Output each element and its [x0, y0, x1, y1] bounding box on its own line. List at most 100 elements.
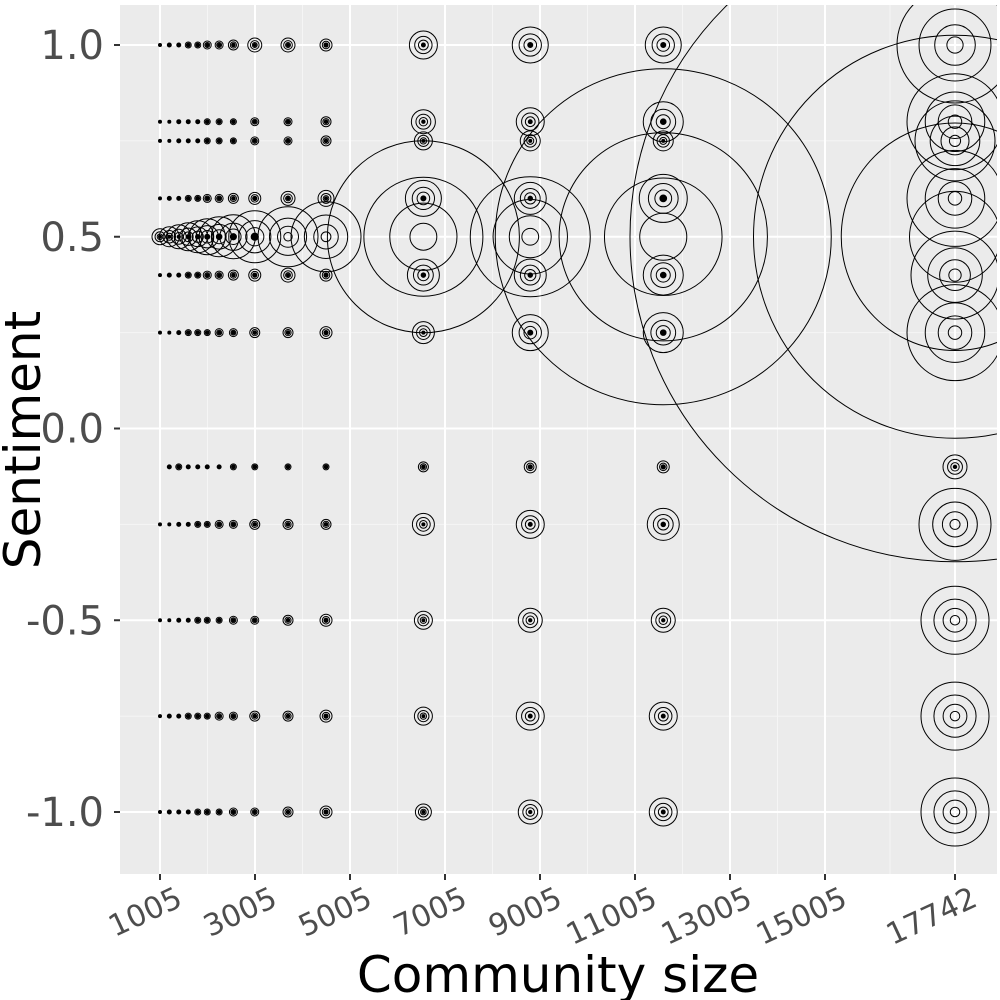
data-point	[277, 225, 300, 248]
data-point	[166, 224, 192, 250]
data-point	[282, 806, 294, 818]
data-point	[283, 193, 293, 204]
data-point	[918, 8, 992, 82]
data-point	[176, 522, 181, 527]
data-point	[654, 706, 673, 726]
data-point	[937, 315, 973, 350]
data-point	[321, 711, 331, 721]
data-point	[252, 43, 257, 47]
data-point	[324, 119, 329, 124]
data-point	[162, 230, 177, 244]
data-point	[202, 270, 212, 280]
data-point	[186, 273, 191, 278]
data-point	[946, 36, 964, 54]
data-point	[252, 119, 257, 124]
data-point	[186, 43, 191, 47]
data-point	[252, 330, 257, 335]
data-point	[195, 810, 200, 814]
data-point	[216, 42, 223, 48]
data-point	[215, 808, 223, 816]
data-point	[215, 233, 223, 241]
data-point	[167, 810, 172, 814]
data-point	[251, 42, 258, 48]
data-point	[250, 807, 260, 817]
data-point	[250, 136, 260, 146]
data-point	[214, 519, 224, 529]
x-tick-label: 5005	[293, 881, 377, 945]
data-point	[186, 330, 191, 335]
data-point	[214, 711, 224, 721]
data-point	[527, 713, 533, 719]
data-point	[285, 42, 291, 48]
data-point	[194, 520, 202, 528]
data-point	[217, 330, 222, 335]
data-point	[283, 136, 293, 146]
data-point	[230, 617, 237, 624]
data-point	[283, 117, 293, 127]
data-point	[648, 797, 678, 827]
data-point	[513, 181, 547, 215]
data-point	[656, 460, 670, 474]
data-point	[937, 104, 973, 139]
data-point	[932, 501, 978, 548]
data-point	[524, 518, 536, 530]
data-point	[416, 517, 431, 532]
data-point	[322, 463, 330, 471]
data-point	[217, 138, 222, 143]
grid	[120, 5, 997, 874]
data-point	[284, 712, 292, 720]
data-point	[195, 43, 200, 47]
data-point	[322, 195, 330, 202]
data-point	[419, 616, 428, 624]
x-tick-label: 7005	[388, 881, 472, 945]
data-point	[942, 454, 968, 480]
data-point	[524, 710, 536, 722]
data-point	[283, 232, 293, 242]
data-point	[753, 34, 997, 439]
x-tick-label: 1005	[103, 881, 187, 945]
data-point	[229, 137, 237, 145]
data-point	[949, 518, 961, 530]
data-point	[215, 118, 223, 126]
data-point	[934, 24, 976, 66]
data-point	[227, 39, 239, 51]
data-point	[319, 326, 333, 340]
data-point	[202, 193, 212, 203]
data-point	[230, 809, 237, 815]
data-point	[920, 681, 990, 751]
data-point	[646, 507, 680, 541]
data-point	[251, 712, 259, 720]
data-point	[421, 522, 426, 527]
data-point	[205, 810, 210, 814]
data-point	[420, 195, 427, 202]
data-point	[205, 618, 210, 623]
data-point	[924, 91, 986, 152]
data-point	[650, 319, 677, 346]
data-point	[175, 463, 183, 471]
data-point	[203, 520, 211, 528]
data-point	[230, 713, 237, 720]
data-point	[250, 270, 259, 280]
data-point	[216, 272, 223, 279]
data-point	[517, 799, 543, 825]
data-point	[184, 712, 192, 720]
data-point	[411, 186, 436, 211]
data-point	[252, 714, 257, 719]
data-point	[319, 38, 333, 52]
data-point	[421, 330, 426, 335]
data-point	[176, 810, 181, 814]
data-point	[406, 258, 440, 292]
data-point	[324, 522, 329, 527]
data-point	[252, 195, 258, 201]
data-point	[229, 463, 237, 471]
data-point	[404, 179, 442, 217]
data-point	[527, 464, 533, 470]
data-point	[219, 222, 248, 251]
data-point	[657, 806, 669, 818]
data-point	[231, 810, 236, 814]
data-point	[920, 777, 990, 847]
x-tick-label: 9005	[483, 881, 567, 945]
data-point	[421, 714, 426, 719]
data-point	[251, 137, 258, 144]
data-point	[303, 214, 349, 259]
